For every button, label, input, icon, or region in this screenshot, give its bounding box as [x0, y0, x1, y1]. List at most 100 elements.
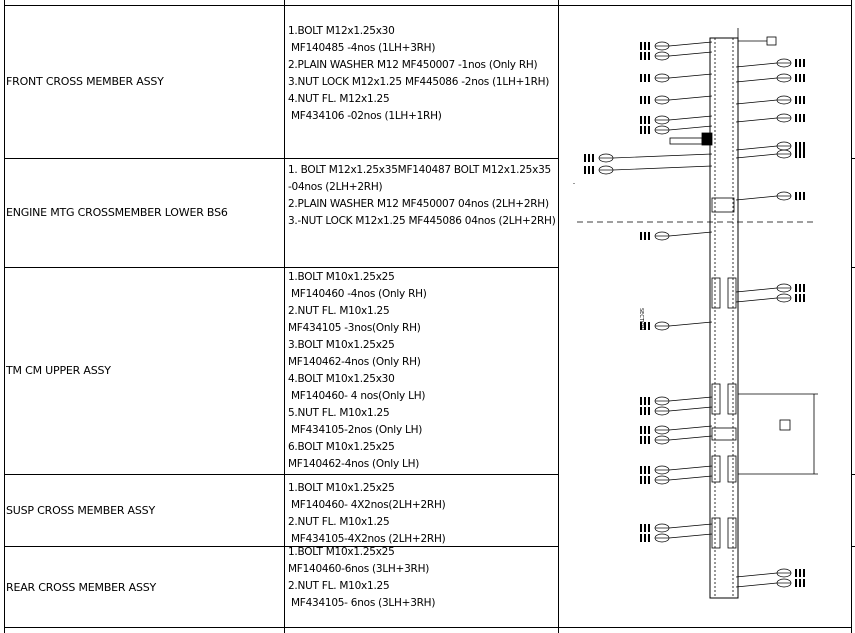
- callout-label-glyph: [644, 426, 646, 434]
- spec-line: 4.NUT FL. M12x1.25: [288, 93, 390, 105]
- table-border-left: [4, 0, 5, 633]
- callout-label-glyph: [799, 142, 801, 150]
- callout-label-glyph: [648, 476, 650, 484]
- callout-label-glyph: [588, 166, 590, 174]
- leader-line: [668, 396, 713, 402]
- row-divider: [4, 5, 852, 6]
- callout-label-glyph: [644, 524, 646, 532]
- leader-line: [668, 523, 713, 529]
- leader-line: [612, 153, 713, 159]
- leader-line: [735, 297, 778, 303]
- spec-line: 6.BOLT M10x1.25x25: [288, 441, 395, 453]
- callout-label-glyph: [803, 192, 805, 200]
- callout-label-glyph: [648, 436, 650, 444]
- callout-label-glyph: [799, 114, 801, 122]
- row-divider: [4, 627, 852, 628]
- callout-label-glyph: [640, 52, 642, 60]
- callout-label-glyph: [640, 74, 642, 82]
- callout-label-glyph: [803, 284, 805, 292]
- callout-label-glyph: [799, 284, 801, 292]
- edge-tick: [851, 474, 855, 475]
- callout-label-glyph: [644, 96, 646, 104]
- callout-label-glyph: [795, 150, 797, 158]
- spec-line: MF140462-4nos (Only RH): [288, 356, 421, 368]
- callout-label-glyph: [795, 284, 797, 292]
- leader-line: [612, 165, 713, 171]
- cross-member: [711, 517, 721, 549]
- leader-line: [668, 51, 713, 57]
- callout-label-glyph: [644, 534, 646, 542]
- frame-rail: [709, 37, 739, 599]
- edge-tick: [851, 158, 855, 159]
- cross-member: [711, 277, 721, 309]
- callout-label-glyph: [640, 426, 642, 434]
- callout-label-glyph: [640, 407, 642, 415]
- callout-label-glyph: [640, 524, 642, 532]
- callout-label-glyph: [799, 59, 801, 67]
- spec-line: 2.PLAIN WASHER M12 MF450007 -1nos (Only …: [288, 59, 538, 71]
- callout-label-glyph: [644, 466, 646, 474]
- callout-label-glyph: [795, 294, 797, 302]
- spec-line: MF434105-2nos (Only LH): [291, 424, 423, 436]
- spec-line: MF434106 -02nos (1LH+1RH): [291, 110, 442, 122]
- callout-label-glyph: [795, 192, 797, 200]
- callout-label-glyph: [648, 524, 650, 532]
- callout-label-glyph: [648, 322, 650, 330]
- cross-member: [727, 277, 737, 309]
- table-divider-2: [558, 0, 559, 633]
- edge-tick: [851, 546, 855, 547]
- callout-label-glyph: [648, 74, 650, 82]
- callout-label-glyph: [803, 74, 805, 82]
- assembly-name: ENGINE MTG CROSSMEMBER LOWER BS6: [6, 206, 228, 219]
- callout-label-glyph: [648, 397, 650, 405]
- spec-line: 1.BOLT M10x1.25x25: [288, 546, 395, 558]
- row-divider: [4, 158, 559, 159]
- cross-member: [727, 455, 737, 483]
- callout-label-glyph: [799, 579, 801, 587]
- callout-label-glyph: [644, 397, 646, 405]
- spec-line: MF140460- 4 nos(Only LH): [291, 390, 426, 402]
- leader-line: [735, 572, 778, 578]
- callout-label-glyph: [803, 96, 805, 104]
- callout-label-glyph: [640, 96, 642, 104]
- callout-label-glyph: [799, 294, 801, 302]
- leader-line: [668, 533, 713, 539]
- callout-label-glyph: [640, 466, 642, 474]
- leader-line: [668, 95, 713, 101]
- spec-line: 2.NUT FL. M10x1.25: [288, 305, 390, 317]
- callout-label-glyph: [648, 407, 650, 415]
- svg-text:SECTION: SECTION: [638, 308, 644, 330]
- callout-label-glyph: [803, 579, 805, 587]
- callout-label-glyph: [644, 436, 646, 444]
- callout-label-glyph: [640, 322, 642, 330]
- callout-label-glyph: [795, 579, 797, 587]
- leader-line: [668, 406, 713, 412]
- leader-line: [735, 153, 778, 159]
- spec-line: 1.BOLT M10x1.25x25: [288, 482, 395, 494]
- assembly-name: FRONT CROSS MEMBER ASSY: [6, 75, 164, 88]
- spec-line: 5.NUT FL. M10x1.25: [288, 407, 390, 419]
- callout-label-glyph: [803, 569, 805, 577]
- callout-label-glyph: [592, 154, 594, 162]
- callout-label-glyph: [644, 116, 646, 124]
- callout-label-glyph: [799, 569, 801, 577]
- spec-line: 3.BOLT M10x1.25x25: [288, 339, 395, 351]
- callout-label-glyph: [648, 232, 650, 240]
- table-border-right: [851, 0, 852, 633]
- spec-line: 1.BOLT M12x1.25x30: [288, 25, 395, 37]
- leader-line: [735, 195, 778, 201]
- callout-label-glyph: [644, 476, 646, 484]
- spec-line: 1. BOLT M12x1.25x35MF140487 BOLT M12x1.2…: [288, 164, 551, 193]
- callout-label-glyph: [644, 126, 646, 134]
- callout-label-glyph: [640, 476, 642, 484]
- spec-line: 2.PLAIN WASHER M12 MF450007 04nos (2LH+2…: [288, 198, 549, 210]
- callout-label-glyph: [644, 52, 646, 60]
- callout-label-glyph: [640, 534, 642, 542]
- row-divider: [4, 546, 559, 547]
- spec-line: 4.BOLT M10x1.25x30: [288, 373, 395, 385]
- callout-label-glyph: [795, 114, 797, 122]
- callout-label-glyph: [795, 59, 797, 67]
- spec-line: MF140460 -4nos (Only RH): [291, 288, 427, 300]
- fastener-spec: 1.BOLT M10x1.25x25 MF140460- 4X2nos(2LH+…: [288, 480, 556, 548]
- callout-label-glyph: [640, 436, 642, 444]
